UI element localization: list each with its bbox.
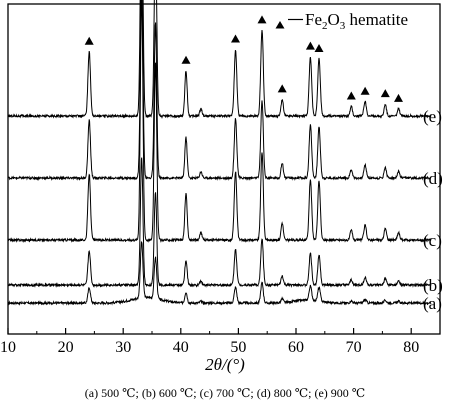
xrd-curve <box>7 0 432 120</box>
x-tick-label: 30 <box>115 339 131 356</box>
hematite-marker-icon <box>84 36 94 45</box>
series-label: (b) <box>423 276 443 295</box>
hematite-marker-icon <box>314 44 324 52</box>
series-label: (d) <box>423 169 443 188</box>
x-tick-label: 80 <box>403 339 419 356</box>
series-labels: (a)(b) (c) (d) (e) <box>423 107 443 313</box>
xrd-curve <box>7 157 432 289</box>
x-axis-label: 2θ/(°) <box>205 355 245 374</box>
legend-label: Fe2O3 hematite <box>305 10 408 32</box>
hematite-marker-icon <box>346 91 356 100</box>
peak-markers <box>84 15 403 102</box>
x-axis-ticks <box>7 328 412 334</box>
hematite-marker-icon <box>394 93 403 102</box>
x-tick-label: 10 <box>0 339 16 356</box>
series-label: (e) <box>423 107 442 126</box>
xrd-curve <box>7 241 432 306</box>
hematite-marker-icon <box>305 41 315 50</box>
x-axis-tick-labels: 10 20 30 40 50 60 70 80 <box>0 339 419 356</box>
xrd-curve <box>7 0 432 243</box>
figure-caption: (a) 500 ℃; (b) 600 ℃; (c) 700 ℃; (d) 800… <box>84 386 366 400</box>
curves-layer <box>7 0 432 306</box>
x-tick-label: 50 <box>230 339 246 356</box>
series-label: (c) <box>423 231 442 250</box>
hematite-marker-icon <box>257 15 267 24</box>
legend: Fe2O3 hematite <box>275 10 408 32</box>
hematite-marker-icon <box>181 55 191 64</box>
x-tick-label: 20 <box>58 339 74 356</box>
x-tick-label: 60 <box>288 339 304 356</box>
series-label: (a) <box>423 294 442 313</box>
x-tick-label: 70 <box>346 339 362 356</box>
hematite-marker-icon <box>360 86 370 95</box>
hematite-marker-icon <box>277 84 287 93</box>
x-tick-label: 40 <box>173 339 189 356</box>
hematite-marker-icon <box>231 34 240 43</box>
xrd-curve <box>7 0 432 181</box>
plot-frame <box>7 3 441 335</box>
hematite-marker-icon <box>380 89 390 98</box>
legend-triangle-icon <box>275 21 285 29</box>
